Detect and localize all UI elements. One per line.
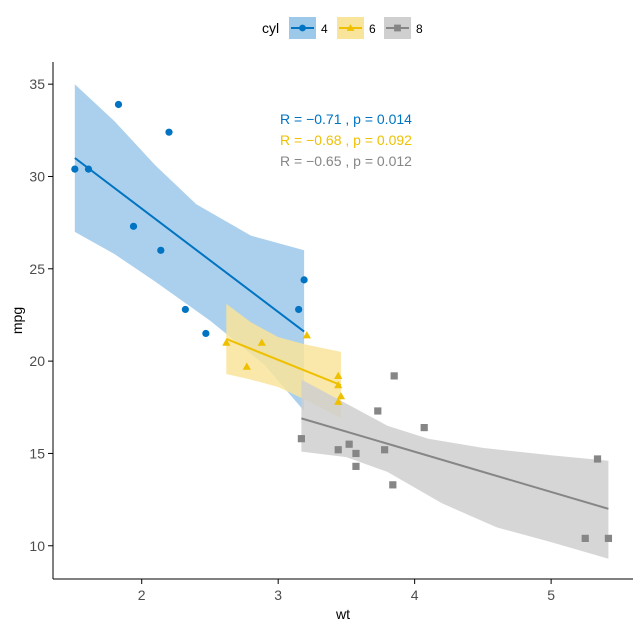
data-point-cyl-4 <box>295 305 303 314</box>
legend-key-marker <box>394 24 401 32</box>
data-point-cyl-8 <box>389 481 397 489</box>
y-tick-label: 10 <box>29 538 45 554</box>
data-point-cyl-8 <box>352 462 360 470</box>
legend-key-marker <box>346 24 355 31</box>
data-point-cyl-8 <box>593 455 602 463</box>
data-point-cyl-6 <box>334 380 343 389</box>
legend-title: cyl <box>262 20 279 36</box>
data-point-cyl-4 <box>71 165 79 173</box>
x-tick-label: 2 <box>138 587 146 603</box>
data-point-cyl-6 <box>302 331 311 339</box>
fit-line-cyl-8 <box>301 417 609 510</box>
data-point-cyl-8 <box>604 534 613 542</box>
correlation-label: R = −0.68 , p = 0.092 <box>280 132 412 148</box>
x-tick-label: 5 <box>547 587 555 603</box>
correlation-label: R = −0.65 , p = 0.012 <box>280 153 412 169</box>
legend-label: 6 <box>369 22 376 36</box>
data-point-cyl-4 <box>114 100 123 109</box>
correlation-label: R = −0.71 , p = 0.014 <box>280 111 412 127</box>
data-point-cyl-8 <box>297 435 305 443</box>
data-point-cyl-8 <box>374 407 382 415</box>
data-point-cyl-4 <box>181 305 189 314</box>
data-point-cyl-8 <box>581 534 589 542</box>
legend-label: 8 <box>416 22 423 36</box>
data-point-cyl-6 <box>334 371 343 379</box>
legend: cyl 4 6 8 <box>262 17 423 39</box>
y-tick-label: 15 <box>29 445 45 461</box>
y-tick-label: 30 <box>29 168 45 184</box>
fit-lines <box>74 157 609 510</box>
data-point-cyl-8 <box>420 423 428 432</box>
x-axis-title: wt <box>335 606 350 622</box>
legend-key-marker <box>299 24 306 32</box>
data-points <box>71 100 613 542</box>
data-point-cyl-4 <box>202 329 210 338</box>
fit-line-cyl-6 <box>225 338 342 387</box>
data-point-cyl-4 <box>84 165 93 173</box>
data-point-cyl-4 <box>300 276 308 284</box>
data-point-cyl-8 <box>381 446 389 454</box>
data-point-cyl-8 <box>352 449 360 458</box>
data-point-cyl-8 <box>334 446 342 454</box>
correlation-annotations: R = −0.71 , p = 0.014 R = −0.68 , p = 0.0… <box>280 111 412 169</box>
data-point-cyl-4 <box>129 222 138 230</box>
legend-label: 4 <box>321 22 328 36</box>
data-point-cyl-6 <box>222 338 231 346</box>
x-tick-label: 4 <box>411 587 419 603</box>
fit-line-cyl-4 <box>74 157 305 333</box>
data-point-cyl-4 <box>157 246 165 254</box>
y-axis-title: mpg <box>9 307 25 334</box>
data-point-cyl-6 <box>257 338 266 346</box>
y-tick-label: 25 <box>29 261 45 277</box>
data-point-cyl-6 <box>334 397 343 405</box>
data-point-cyl-4 <box>165 128 173 136</box>
data-point-cyl-8 <box>390 372 398 380</box>
y-tick-label: 35 <box>29 76 45 92</box>
x-tick-label: 3 <box>274 587 282 603</box>
data-point-cyl-6 <box>336 392 346 400</box>
data-point-cyl-8 <box>345 440 353 448</box>
axes: 2 3 4 5 10 15 20 25 30 35 wt mpg <box>9 62 633 622</box>
confidence-band-cyl-8 <box>301 379 609 559</box>
y-tick-label: 20 <box>29 353 45 369</box>
data-point-cyl-6 <box>242 362 251 370</box>
